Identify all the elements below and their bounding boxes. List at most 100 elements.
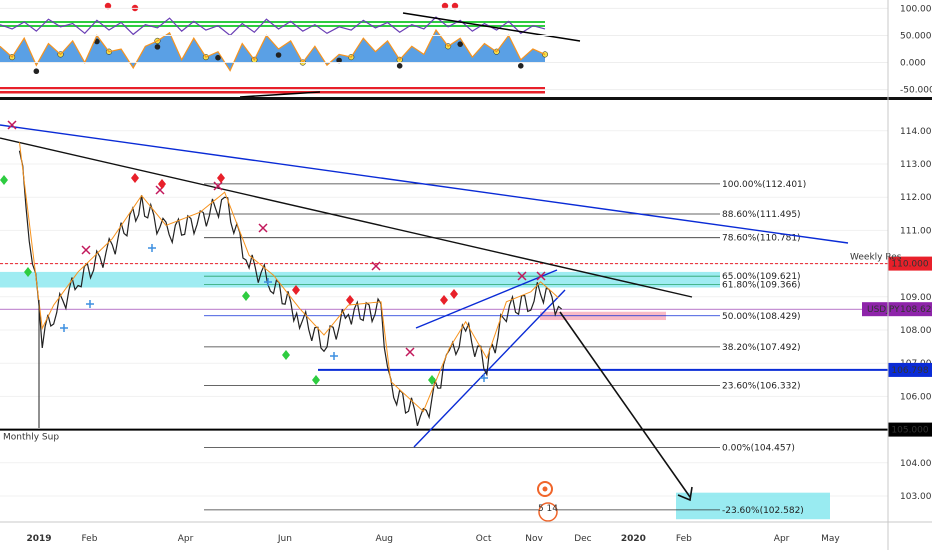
osc-axis: 100.000 50.000 0.000 -50.000	[0, 4, 932, 96]
wedge-lower-line[interactable]	[413, 289, 566, 448]
plus-marker	[330, 352, 338, 360]
osc-dot	[154, 44, 161, 50]
osc-dot	[336, 57, 342, 64]
level-label: Monthly Sup	[3, 433, 59, 443]
oscillator-panel[interactable]: 100.000 50.000 0.000 -50.000	[0, 2, 932, 98]
x-tick-label: Feb	[676, 534, 692, 544]
osc-trendline-bottom	[239, 91, 321, 98]
calendar-label: 5 14	[538, 504, 558, 514]
diamond-marker	[428, 375, 436, 385]
diamond-marker	[158, 179, 166, 189]
osc-histogram	[0, 2, 549, 75]
downtrend-line-blue[interactable]	[0, 124, 849, 244]
level-tag	[888, 362, 932, 377]
x-marker	[213, 181, 223, 191]
diamond-marker	[131, 173, 139, 183]
osc-tick-label: 100.000	[900, 4, 932, 14]
x-marker	[258, 223, 268, 233]
downtrend-line-black[interactable]	[0, 137, 693, 298]
fib-label: 78.60%(110.781)	[722, 234, 801, 244]
diamond-marker	[242, 291, 250, 301]
osc-fill-area	[0, 30, 545, 71]
diamond-marker	[282, 350, 290, 360]
osc-green-band-2	[0, 25, 545, 27]
price-panel[interactable]: 103.000104.000105.000106.000107.000108.0…	[0, 120, 932, 544]
diamond-marker	[346, 295, 354, 305]
plus-marker	[86, 300, 94, 308]
plus-marker	[264, 278, 272, 286]
panel-separator	[0, 97, 932, 100]
price-tag	[862, 302, 932, 317]
x-tick-label: Apr	[178, 534, 194, 544]
osc-dot	[94, 38, 100, 45]
x-tick-label: Aug	[375, 534, 393, 544]
x-tick-label: Oct	[476, 534, 492, 544]
level-tag	[888, 256, 932, 271]
price-tick-label: 113.000	[900, 160, 932, 170]
osc-dot	[33, 68, 40, 75]
price-tick-label: 114.000	[900, 127, 932, 137]
fib-label: 23.60%(106.332)	[722, 381, 801, 391]
projection-arrowhead	[677, 486, 693, 502]
osc-signal-dot	[441, 2, 449, 10]
osc-red-band-1	[0, 87, 545, 90]
osc-signal-dot	[104, 2, 112, 10]
x-marker	[371, 261, 381, 271]
fib-label: 88.60%(111.495)	[722, 210, 801, 220]
x-tick-label: 2020	[621, 534, 646, 544]
price-tick-label: 104.000	[900, 459, 932, 469]
fib-label: 38.20%(107.492)	[722, 343, 801, 353]
osc-dot	[457, 41, 464, 47]
osc-green-band-1	[0, 21, 545, 23]
price-tag-symbol: USDJPY	[867, 305, 900, 315]
diamond-marker	[217, 173, 225, 183]
plus-marker	[480, 374, 488, 382]
price-tick-label: 111.000	[900, 226, 932, 236]
fib-label: 100.00%(112.401)	[722, 180, 806, 190]
price-tick-label: 108.000	[900, 326, 932, 336]
x-tick-label: Apr	[774, 534, 790, 544]
plus-marker	[60, 324, 68, 332]
time-axis: 2019 Feb Apr Jun Aug Oct Nov Dec 2020 Feb Apr May	[0, 300, 932, 544]
osc-dot	[396, 63, 403, 69]
osc-red-band-2	[0, 91, 545, 94]
fib-label: 65.00%(109.621)	[722, 272, 801, 282]
diamond-marker	[440, 295, 448, 305]
fib-label: 0.00%(104.457)	[722, 444, 795, 454]
level-tag-text: 110.000	[891, 260, 928, 270]
osc-dot	[215, 54, 221, 61]
level-tag	[888, 422, 932, 437]
x-marker	[7, 120, 17, 130]
diamond-marker	[312, 375, 320, 385]
calendar-icon[interactable]: 5 14	[537, 481, 558, 522]
osc-purple-line	[0, 16, 546, 37]
x-marker	[81, 245, 91, 255]
fib-label: 61.80%(109.366)	[722, 281, 801, 291]
fib-label: -23.60%(102.582)	[722, 506, 804, 516]
projection-arrow[interactable]	[559, 311, 691, 498]
price-tick-label: 109.000	[900, 293, 932, 303]
osc-trendline-top	[402, 12, 581, 42]
diamond-marker	[24, 267, 32, 277]
x-tick-label: Nov	[525, 534, 543, 544]
diamond-marker	[292, 285, 300, 295]
price-tag-value: 108.627	[900, 305, 932, 315]
signal-markers	[0, 120, 546, 385]
fibonacci-levels: 100.00%(112.401) 88.60%(111.495) 78.60%(11…	[204, 180, 806, 516]
wedge-upper-line[interactable]	[415, 269, 558, 329]
target-zone	[676, 492, 830, 520]
x-marker	[536, 271, 546, 281]
level-tag-text: 105.000	[891, 426, 928, 436]
level-tag-text: 106.798	[891, 366, 928, 376]
diamond-marker	[450, 289, 458, 299]
x-tick-label: 2019	[26, 534, 51, 544]
moving-average	[18, 142, 559, 413]
diamond-marker	[0, 175, 8, 185]
osc-dot	[275, 52, 282, 58]
price-tick-label: 106.000	[900, 392, 932, 402]
x-tick-label: May	[821, 534, 840, 544]
price-series	[18, 150, 563, 426]
x-tick-label: Dec	[574, 534, 591, 544]
